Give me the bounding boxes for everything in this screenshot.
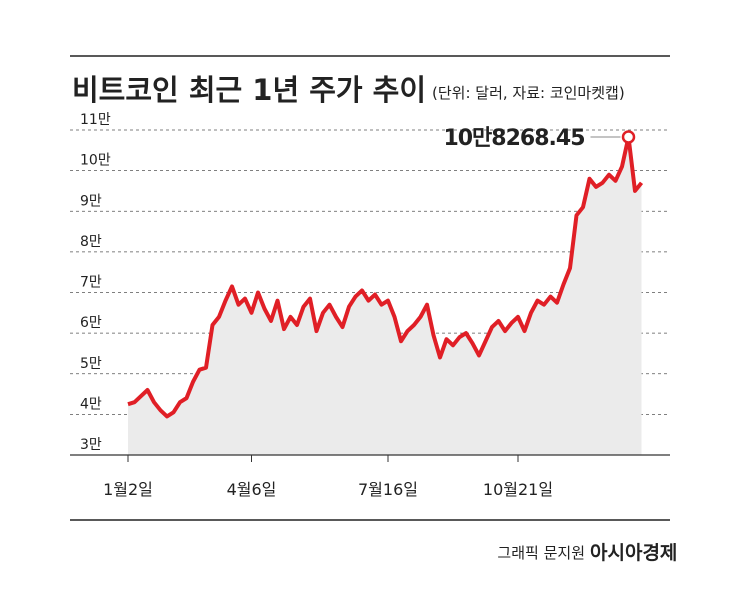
y-tick-label: 3만 [80,437,102,453]
y-tick-label: 10만 [80,153,111,169]
x-tick-label: 10월21일 [483,480,553,499]
x-tick-label: 1월2일 [103,480,153,499]
y-tick-label: 4만 [80,396,102,412]
y-tick-label: 6만 [80,315,102,331]
area [128,137,642,455]
x-tick-label: 4월6일 [227,480,277,499]
credit: 그래픽 문지원 [497,544,585,562]
y-tick-label: 9만 [80,193,102,209]
peak-label: 10만8268.45 [443,126,584,151]
chart-title: 비트코인 최근 1년 주가 추이 [72,73,426,107]
price-line [127,135,644,419]
brand: 아시아경제 [590,542,677,564]
x-tick-label: 7월16일 [358,480,418,499]
y-tick-label: 11만 [80,112,111,128]
y-tick-label: 8만 [80,234,102,250]
y-tick-label: 5만 [80,356,102,372]
peak-marker [621,130,636,144]
chart-subtitle: (단위: 달러, 자료: 코인마켓캡) [432,84,625,102]
y-tick-label: 7만 [80,275,102,291]
